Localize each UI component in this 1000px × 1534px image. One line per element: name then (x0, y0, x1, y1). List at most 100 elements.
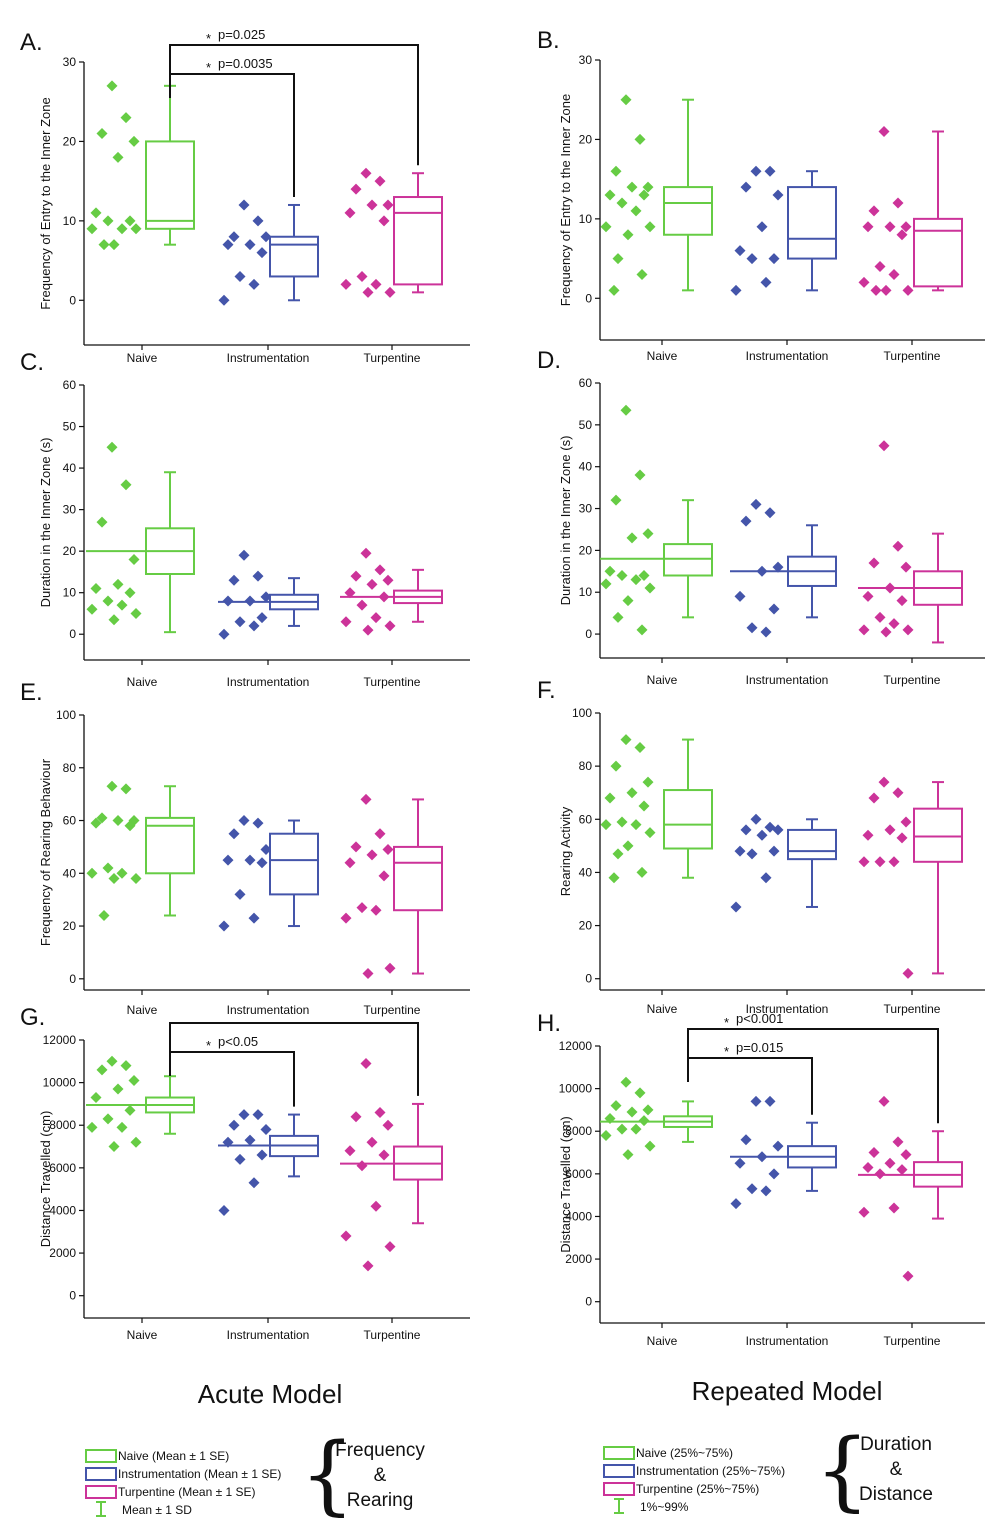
category-label-naive: Naive (127, 1003, 158, 1017)
y-tick-label: 60 (63, 378, 77, 392)
data-point (130, 607, 142, 619)
data-point (888, 268, 900, 280)
brace-label-line: Rearing (347, 1490, 414, 1511)
data-point (622, 229, 634, 241)
data-point (108, 1141, 120, 1153)
category-label-instrumentation: Instrumentation (746, 1334, 829, 1348)
data-point (374, 175, 386, 187)
data-point (768, 845, 780, 857)
y-tick-label: 100 (572, 706, 592, 720)
data-point (378, 1149, 390, 1161)
data-point (874, 611, 886, 623)
data-point (90, 817, 102, 829)
data-point (378, 870, 390, 882)
box (269, 235, 319, 278)
data-point (608, 872, 620, 884)
data-point (634, 469, 646, 481)
data-point (102, 862, 114, 874)
data-point (120, 112, 132, 124)
box (145, 816, 195, 875)
data-point (892, 197, 904, 209)
category-label-instrumentation: Instrumentation (227, 1328, 310, 1342)
data-point (116, 223, 128, 235)
data-point (616, 197, 628, 209)
data-point (772, 1140, 784, 1152)
data-point (862, 829, 874, 841)
data-point (756, 221, 768, 233)
panel-h: H. 0 2000 4000 6000 8000 10000 12000 Distance Tr… (537, 1010, 985, 1348)
y-tick-label: 10 (63, 214, 77, 228)
legend-item-label: Mean ± 1 SD (122, 1503, 192, 1517)
data-point (878, 440, 890, 452)
data-point (870, 284, 882, 296)
y-axis-label: Distance Travelled (cm) (38, 1111, 53, 1248)
data-point (370, 1200, 382, 1212)
data-point (244, 854, 256, 866)
data-point (746, 848, 758, 860)
box (787, 828, 837, 861)
data-point (374, 564, 386, 576)
data-point (112, 578, 124, 590)
data-point (96, 812, 108, 824)
data-point (634, 133, 646, 145)
data-point (740, 515, 752, 527)
data-point (260, 844, 272, 856)
data-point (228, 231, 240, 243)
data-point (128, 553, 140, 565)
box (787, 186, 837, 260)
data-point (740, 1134, 752, 1146)
y-tick-label: 60 (579, 812, 593, 826)
data-point (366, 578, 378, 590)
data-point (900, 1149, 912, 1161)
data-point (222, 239, 234, 251)
significance-bracket (169, 44, 419, 166)
data-point (896, 832, 908, 844)
category-label-instrumentation: Instrumentation (746, 349, 829, 363)
data-point (768, 1168, 780, 1180)
data-point (868, 792, 880, 804)
data-point (896, 1164, 908, 1176)
series-naive (86, 780, 195, 921)
data-point (124, 1104, 136, 1116)
significance-label: p<0.001 (736, 1011, 783, 1026)
data-point (228, 1119, 240, 1131)
data-point (384, 962, 396, 974)
significance-marker: * (724, 1015, 729, 1030)
data-point (626, 181, 638, 193)
data-point (260, 1123, 272, 1135)
data-point (362, 286, 374, 298)
data-point (610, 165, 622, 177)
y-tick-label: 8000 (565, 1124, 592, 1138)
data-point (634, 742, 646, 754)
data-point (896, 229, 908, 241)
data-point (130, 223, 142, 235)
brace-label-line: Duration (860, 1434, 932, 1455)
data-point (620, 404, 632, 416)
data-point (98, 239, 110, 251)
panel-letter: F. (537, 677, 556, 704)
y-tick-label: 10000 (43, 1076, 77, 1090)
panel-g: G. 0 2000 4000 6000 8000 10000 12000 Distance Tr… (20, 1004, 470, 1342)
series-naive (600, 1076, 713, 1161)
series-turpentine (340, 1057, 443, 1272)
data-point (630, 1123, 642, 1135)
y-tick-label: 0 (69, 1289, 76, 1303)
category-label-naive: Naive (127, 351, 158, 365)
data-point (124, 587, 136, 599)
y-axis-label: Duration in the Inner Zone (s) (38, 438, 53, 608)
data-point (128, 135, 140, 147)
data-point (260, 231, 272, 243)
data-point (252, 817, 264, 829)
y-tick-label: 10 (579, 212, 593, 226)
data-point (248, 912, 260, 924)
series-instrumentation (218, 549, 319, 640)
data-point (112, 815, 124, 827)
box (663, 186, 713, 236)
y-tick-label: 100 (56, 708, 76, 722)
category-label-turpentine: Turpentine (364, 675, 421, 689)
data-point (248, 620, 260, 632)
y-tick-label: 30 (63, 55, 77, 69)
data-point (244, 1134, 256, 1146)
data-point (108, 614, 120, 626)
data-point (644, 582, 656, 594)
